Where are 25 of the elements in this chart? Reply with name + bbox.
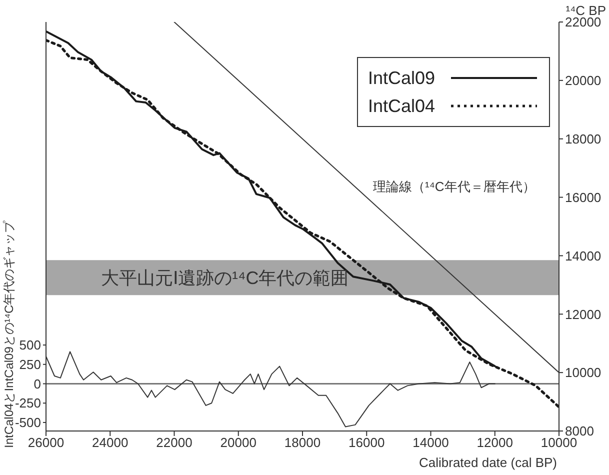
y-tick-label: -500 — [14, 415, 41, 430]
annotation: 理論線（¹⁴C年代＝暦年代） — [373, 178, 536, 196]
legend-label: IntCal09 — [368, 68, 436, 88]
x-tick-label: 16000 — [348, 435, 385, 450]
x-tick-label: 12000 — [476, 435, 513, 450]
y-tick-label: 500 — [19, 338, 41, 353]
y-axis-title: IntCal04とIntCal09との¹⁴C年代のギャップ — [2, 220, 16, 448]
y2-tick-label: 16000 — [565, 190, 602, 205]
band-label: 大平山元Ⅰ遺跡の¹⁴C年代の範囲 — [101, 268, 349, 288]
y2-tick-label: 20000 — [565, 73, 602, 88]
x-axis-title: Calibrated date (cal BP) — [418, 455, 557, 470]
x-tick-label: 18000 — [284, 435, 321, 450]
x-tick-label: 14000 — [412, 435, 449, 450]
y2-tick-label: 12000 — [565, 306, 602, 322]
x-tick-label: 26000 — [28, 435, 64, 450]
y2-tick-label: 18000 — [565, 131, 602, 146]
y2-tick-label: 14000 — [565, 248, 602, 264]
x-tick-label: 22000 — [156, 435, 192, 450]
y-tick-label: -250 — [14, 396, 41, 411]
x-tick-label: 20000 — [220, 435, 256, 450]
y2-tick-label: 10000 — [565, 365, 602, 380]
y-tick-label: 250 — [19, 357, 41, 372]
y-tick-label: 0 — [34, 376, 41, 392]
x-tick-label: 24000 — [92, 435, 128, 450]
legend-label: IntCal04 — [368, 96, 436, 116]
